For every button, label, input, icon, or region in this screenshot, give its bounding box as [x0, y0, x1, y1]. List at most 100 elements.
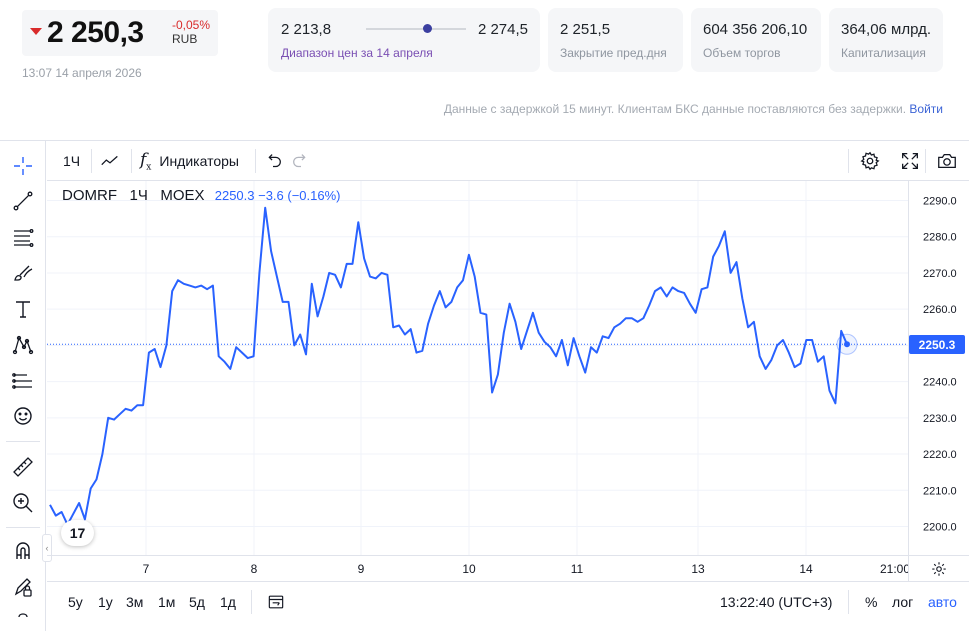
y-tick-label: 2260.0 [923, 304, 957, 316]
toolbar-divider [925, 149, 926, 173]
quote-timestamp: 13:07 14 апреля 2026 [22, 66, 142, 80]
toolbar-divider [91, 149, 92, 173]
fib-lines-icon[interactable] [9, 223, 37, 251]
date-range-icon[interactable] [266, 582, 286, 622]
emoji-icon[interactable] [9, 402, 37, 430]
x-tick-label: 9 [358, 562, 365, 576]
y-tick-label: 2280.0 [923, 232, 957, 244]
trend-line-icon[interactable] [9, 187, 37, 215]
brush-icon[interactable] [9, 259, 37, 287]
login-link[interactable]: Войти [909, 102, 943, 116]
price-change: -0,05% [172, 18, 211, 32]
time-axis[interactable]: 7 8 9 10 11 13 14 21:00 [47, 555, 969, 582]
range-5y[interactable]: 5y [68, 594, 83, 610]
camera-icon[interactable] [936, 141, 958, 181]
settings-gear-icon[interactable] [859, 141, 881, 181]
range-low: 2 213,8 [281, 21, 332, 38]
y-tick-label: 2200.0 [923, 522, 957, 534]
price-chart [47, 181, 908, 555]
y-tick-label: 2220.0 [923, 449, 957, 461]
text-tool-icon[interactable] [9, 295, 37, 323]
last-price: 2 250,3 [47, 16, 144, 49]
prev-close-label: Закрытие пред.дня [560, 46, 667, 60]
zoom-in-icon[interactable] [9, 489, 37, 517]
collapse-toolbar-tab[interactable]: ‹ [42, 534, 52, 562]
indicators-label: Индикаторы [159, 153, 239, 169]
x-tick-label: 14 [799, 562, 813, 576]
x-tick-label: 21:00 [880, 562, 908, 576]
price-box: 2 250,3 -0,05% RUB [22, 10, 218, 56]
range-bar: 5y 1y 3м 1м 5д 1д 13:22:40 (UTC+3) % лог… [47, 581, 969, 621]
redo-icon[interactable] [290, 141, 312, 181]
cap-value: 364,06 млрд. [841, 21, 932, 38]
range-1m[interactable]: 1м [158, 594, 176, 610]
axis-settings-icon[interactable] [908, 556, 969, 582]
legend-symbol: DOMRF [62, 187, 117, 204]
toolbar-divider [131, 149, 132, 173]
log-toggle[interactable]: лог [892, 594, 914, 610]
chart-toolbar: 1Ч fx Индикаторы [47, 141, 969, 181]
lock-drawing-icon[interactable] [9, 573, 37, 601]
percent-toggle[interactable]: % [865, 594, 878, 610]
y-tick-label: 2230.0 [923, 413, 957, 425]
tradingview-logo[interactable]: 17 [61, 520, 94, 546]
function-icon: fx [140, 149, 152, 173]
toolbar-divider [848, 590, 849, 614]
clock[interactable]: 13:22:40 (UTC+3) [720, 594, 833, 610]
chart-widget: 1Ч fx Индикаторы DOMRF [0, 140, 969, 631]
magnet-icon[interactable] [9, 537, 37, 565]
last-price-label: 2250.3 [909, 335, 965, 355]
toolbar-divider [848, 149, 849, 173]
cap-label: Капитализация [841, 46, 926, 60]
range-label: Диапазон цен за 14 апреля [281, 46, 433, 60]
x-tick-label: 10 [462, 562, 476, 576]
delay-note: Данные с задержкой 15 минут. Клиентам БК… [444, 102, 943, 116]
toolbar-divider [6, 441, 40, 442]
range-track [366, 28, 466, 30]
toolbar-divider [251, 590, 252, 614]
drawing-toolbar [0, 141, 46, 631]
chart-style-icon[interactable] [99, 141, 121, 181]
range-5d[interactable]: 5д [189, 594, 205, 610]
price-axis[interactable]: 2290.02280.02270.02260.02250.02240.02230… [908, 181, 969, 555]
x-tick-label: 11 [571, 562, 584, 576]
range-1d[interactable]: 1д [220, 594, 236, 610]
time-axis-labels: 7 8 9 10 11 13 14 21:00 [143, 562, 911, 576]
delay-note-text: Данные с задержкой 15 минут. Клиентам БК… [443, 102, 907, 116]
prev-close-card: 2 251,5 Закрытие пред.дня [548, 8, 683, 72]
interval-button[interactable]: 1Ч [63, 153, 81, 169]
toolbar-divider [255, 149, 256, 173]
price-range-card: 2 213,8 2 274,5 Диапазон цен за 14 апрел… [268, 8, 540, 72]
crosshair-icon[interactable] [9, 152, 37, 180]
auto-toggle[interactable]: авто [928, 594, 957, 610]
last-point-marker [844, 341, 850, 348]
undo-icon[interactable] [262, 141, 284, 181]
pattern-tool-icon[interactable] [9, 331, 37, 359]
volume-card: 604 356 206,10 Объем торгов [691, 8, 821, 72]
range-1y[interactable]: 1y [98, 594, 113, 610]
range-3m[interactable]: 3м [126, 594, 144, 610]
legend-exchange: MOEX [160, 187, 205, 204]
y-tick-label: 2270.0 [923, 268, 957, 280]
volume-value: 604 356 206,10 [703, 21, 808, 38]
forecast-tool-icon[interactable] [9, 367, 37, 395]
cap-card: 364,06 млрд. Капитализация [829, 8, 943, 72]
more-tools-icon[interactable] [9, 607, 37, 627]
down-arrow-icon [30, 28, 42, 35]
y-tick-label: 2290.0 [923, 195, 957, 207]
plot-area[interactable]: DOMRF 1Ч MOEX 2250.3 −3.6 (−0.16%) 17 [47, 181, 908, 555]
prev-close-value: 2 251,5 [560, 21, 611, 38]
price-line-series [49, 206, 848, 526]
currency: RUB [172, 32, 198, 46]
y-tick-label: 2210.0 [923, 485, 957, 497]
x-tick-label: 13 [691, 562, 705, 576]
price-axis-labels: 2290.02280.02270.02260.02250.02240.02230… [923, 195, 957, 534]
ruler-icon[interactable] [9, 453, 37, 481]
indicators-button[interactable]: fx Индикаторы [140, 141, 239, 181]
range-high: 2 274,5 [477, 21, 528, 38]
fullscreen-icon[interactable] [899, 141, 921, 181]
y-tick-label: 2240.0 [923, 377, 957, 389]
quote-header: 2 250,3 -0,05% RUB 13:07 14 апреля 2026 … [0, 0, 969, 140]
legend-values: 2250.3 −3.6 (−0.16%) [214, 188, 341, 203]
x-tick-label: 7 [143, 562, 150, 576]
